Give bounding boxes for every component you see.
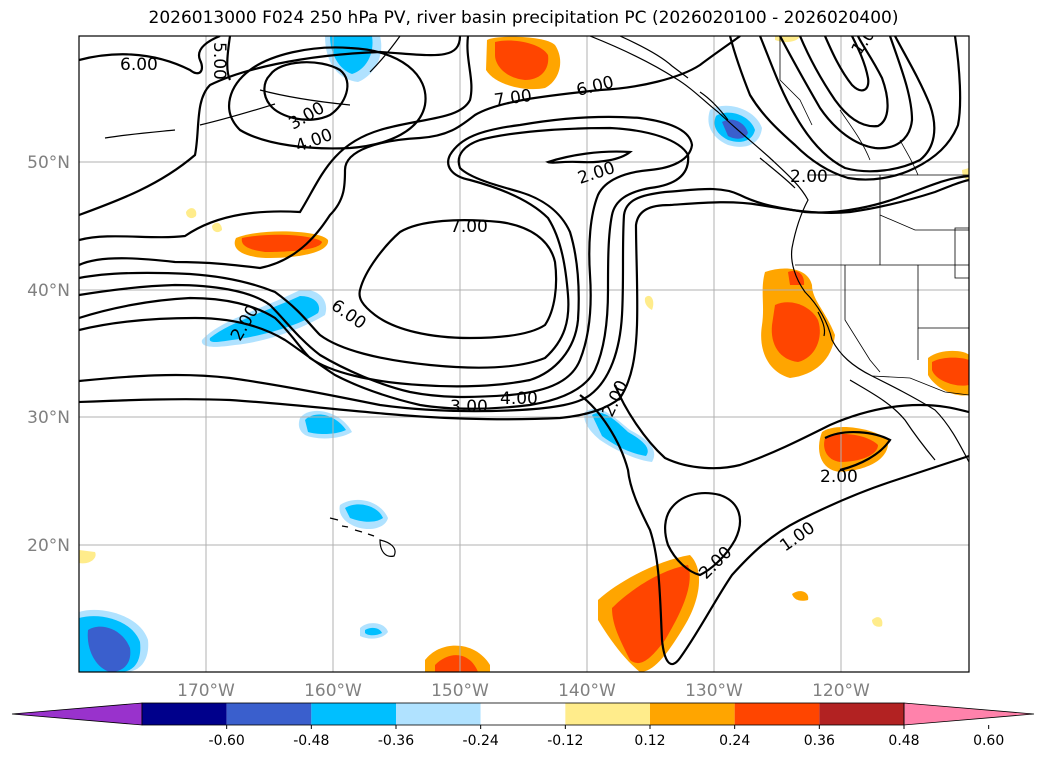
colorbar-tick-label: -0.36 <box>378 733 414 749</box>
colorbar-extend-high <box>903 702 1035 726</box>
lon-label: 160°W <box>304 681 362 701</box>
longitude-labels: 170°W 160°W 150°W 140°W 130°W 120°W <box>177 681 870 701</box>
colorbar-tick-label: 0.24 <box>719 733 750 749</box>
colorbar-tick-label: -0.12 <box>547 733 583 749</box>
colorbar-tick-label: -0.48 <box>293 733 329 749</box>
colorbar-tick-label: 0.48 <box>888 733 919 749</box>
lon-label: 130°W <box>685 681 743 701</box>
plot-area: 6.00 5.00 3.00 4.00 7.00 6.00 1.0 2.00 2… <box>79 36 969 672</box>
lon-label: 170°W <box>177 681 235 701</box>
colorbar-segment <box>480 703 566 725</box>
colorbar-segment <box>311 703 396 725</box>
colorbar-segment <box>226 703 312 725</box>
plot-frame <box>78 35 970 673</box>
coastlines <box>104 36 969 557</box>
contour-label: 6.00 <box>120 55 158 75</box>
colorbar-tick-label: 0.36 <box>804 733 835 749</box>
colorbar-tick-label: -0.24 <box>463 733 499 749</box>
lat-label: 30°N <box>27 408 70 428</box>
contour-label: 3.00 <box>450 397 488 417</box>
latitude-labels: 50°N 40°N 30°N 20°N <box>27 153 70 556</box>
contour-label: 2.00 <box>790 167 828 187</box>
colorbar-tick-label: 0.60 <box>973 733 1004 749</box>
contour-label: 2.00 <box>820 467 858 487</box>
lat-label: 50°N <box>27 153 70 173</box>
colorbar-frame <box>141 702 905 726</box>
colorbar-segment <box>650 703 735 725</box>
lon-label: 150°W <box>431 681 489 701</box>
contour-label: 4.00 <box>500 389 538 409</box>
contour-label: 5.00 <box>209 42 229 80</box>
colorbar-segment <box>142 703 227 725</box>
lon-label: 140°W <box>558 681 616 701</box>
contour-label: 7.00 <box>450 217 488 237</box>
lon-label: 120°W <box>812 681 870 701</box>
map-title: 2026013000 F024 250 hPa PV, river basin … <box>148 8 899 28</box>
lat-label: 40°N <box>27 281 70 301</box>
colorbar-segment <box>565 703 650 725</box>
colorbar: -0.60 -0.48 -0.36 -0.24 -0.12 0.12 0.24 0.36 0.4… <box>11 702 1035 749</box>
lat-label: 20°N <box>27 536 70 556</box>
colorbar-tick-label: -0.60 <box>209 733 245 749</box>
pv-contours <box>79 36 969 666</box>
colorbar-segment <box>396 703 481 725</box>
colorbar-segment <box>819 703 904 725</box>
colorbar-extend-low <box>11 702 143 726</box>
colorbar-tick-label: 0.12 <box>634 733 665 749</box>
colorbar-segment <box>734 703 820 725</box>
